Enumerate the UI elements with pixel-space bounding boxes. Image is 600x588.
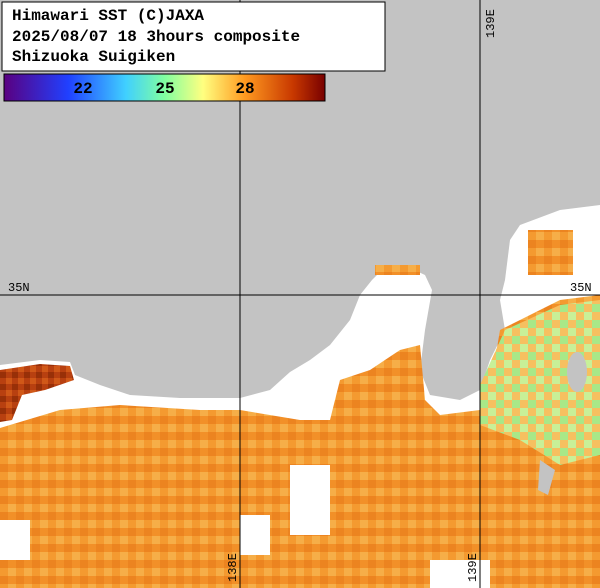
lon-label: 139E bbox=[484, 9, 498, 38]
colorbar-label: 22 bbox=[73, 80, 92, 98]
colorbar-label: 28 bbox=[235, 80, 254, 98]
header-line: Shizuoka Suigiken bbox=[12, 48, 175, 66]
sst-patch bbox=[375, 265, 420, 275]
lat-label: 35N bbox=[8, 281, 30, 295]
header-line: Himawari SST (C)JAXA bbox=[12, 7, 204, 25]
colorbar bbox=[3, 73, 326, 102]
colorbar-label: 25 bbox=[155, 80, 174, 98]
island bbox=[538, 460, 555, 495]
lon-label: 139E bbox=[466, 553, 480, 582]
lake bbox=[567, 352, 587, 392]
sst-patch bbox=[528, 230, 573, 275]
sst-warm bbox=[0, 295, 600, 588]
lat-label: 35N bbox=[570, 281, 592, 295]
lon-label: 138E bbox=[226, 553, 240, 582]
cloud bbox=[430, 560, 490, 588]
cloud bbox=[290, 465, 330, 535]
sst-hot bbox=[0, 364, 74, 422]
cloud bbox=[0, 520, 30, 560]
header-line: 2025/08/07 18 3hours composite bbox=[12, 28, 300, 46]
sst-cool bbox=[480, 300, 600, 465]
cloud bbox=[240, 515, 270, 555]
header-box bbox=[1, 1, 386, 72]
